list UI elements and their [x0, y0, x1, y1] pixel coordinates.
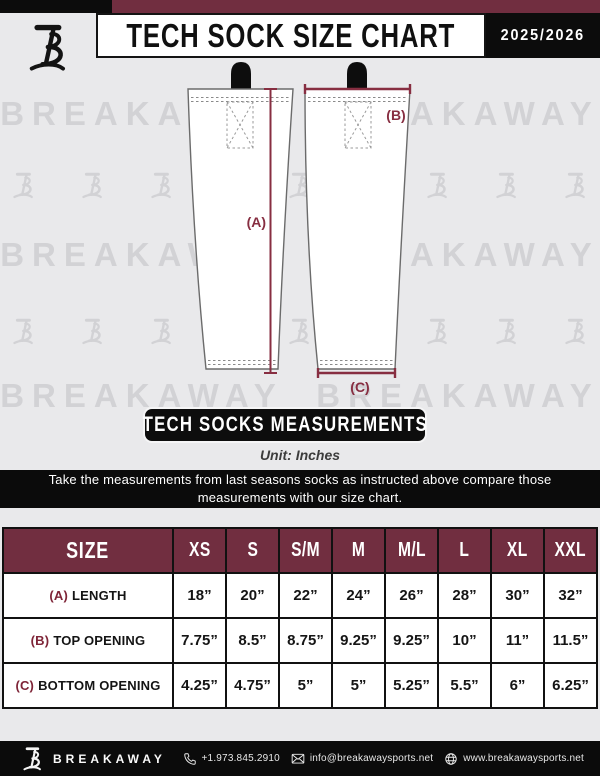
left-sock-top-stitching	[191, 96, 290, 103]
left-sock-cross-box	[226, 101, 254, 149]
right-sock-bottom-stitching	[320, 359, 393, 366]
measurement-label-a: (A)	[247, 214, 266, 230]
size-table-row-bottom-opening: (C) BOTTOM OPENING 4.25” 4.75” 5” 5” 5.25…	[2, 662, 598, 709]
right-sock-cross-box	[344, 101, 372, 149]
size-table-header-cell: S/M	[278, 527, 333, 574]
watermark-text-row: BREAKAWAY BREAKAWAY	[0, 95, 600, 132]
page-title: TECH SOCK SIZE CHART	[126, 16, 456, 54]
season-badge: 2025/2026	[486, 13, 600, 58]
table-cell: 22”	[278, 572, 333, 619]
unit-note: Unit: Inches	[259, 447, 341, 463]
left-sock-hanger-tab	[231, 62, 251, 92]
table-cell: 11”	[490, 617, 545, 664]
table-cell: 20”	[225, 572, 280, 619]
size-table-header-cell: M/L	[384, 527, 439, 574]
table-cell: 28”	[437, 572, 492, 619]
right-sock-outline	[304, 88, 411, 370]
footer-phone: +1.973.845.2910	[183, 752, 280, 766]
page-title-box: TECH SOCK SIZE CHART	[96, 13, 486, 58]
measurement-label-b: (B)	[386, 107, 405, 123]
table-cell: 6.25”	[543, 662, 598, 709]
table-cell: 11.5”	[543, 617, 598, 664]
table-cell: 5”	[278, 662, 333, 709]
size-table-row-length: (A) LENGTH 18” 20” 22” 24” 26” 28” 30” 32…	[2, 572, 598, 619]
right-sock-top-stitching	[308, 96, 407, 103]
top-accent-bar-black-segment	[0, 0, 112, 13]
breakaway-monogram-icon	[23, 747, 42, 771]
email-icon	[291, 753, 305, 764]
instruction-text: Take the measurements from last seasons …	[48, 472, 552, 505]
size-table-header-cell: XS	[172, 527, 227, 574]
measurement-line-b	[303, 84, 412, 94]
table-cell: 5”	[331, 662, 386, 709]
row-label-bottom-opening: (C) BOTTOM OPENING	[2, 662, 174, 709]
left-sock-outline	[187, 88, 294, 370]
footer-brand: BREAKAWAY	[22, 745, 166, 772]
sock-measurement-diagram: (A) (B) (C)	[187, 62, 412, 395]
instruction-bar: Take the measurements from last seasons …	[0, 470, 600, 508]
table-cell: 8.5”	[225, 617, 280, 664]
season-label: 2025/2026	[500, 26, 586, 44]
table-cell: 5.25”	[384, 662, 439, 709]
globe-icon	[445, 752, 457, 765]
size-table-header-cell: SIZE	[2, 527, 174, 574]
table-cell: 30”	[490, 572, 545, 619]
footer-bar: BREAKAWAY +1.973.845.2910 info@breakaway…	[0, 741, 600, 776]
left-sock-bottom-stitching	[208, 359, 276, 366]
size-table-header-cell: S	[225, 527, 280, 574]
measurement-line-a	[264, 88, 277, 374]
measurements-banner-title: TECH SOCKS MEASUREMENTS	[142, 413, 428, 436]
size-table-header-cell: XXL	[543, 527, 598, 574]
table-cell: 32”	[543, 572, 598, 619]
watermark-text-row: BREAKAWAY BREAKAWAY	[0, 236, 600, 273]
size-table-row-top-opening: (B) TOP OPENING 7.75” 8.5” 8.75” 9.25” 9.…	[2, 617, 598, 664]
table-cell: 5.5”	[437, 662, 492, 709]
table-cell: 6”	[490, 662, 545, 709]
watermark-text-row: BREAKAWAY BREAKAWAY	[0, 377, 600, 414]
phone-icon	[183, 752, 196, 765]
size-table: SIZE XS S S/M M M/L L XL XXL (A) LENGTH 1…	[2, 527, 598, 709]
top-accent-bar	[0, 0, 600, 13]
size-table-header-row: SIZE XS S S/M M M/L L XL XXL	[2, 527, 598, 574]
row-label-length: (A) LENGTH	[2, 572, 174, 619]
measurement-label-c: (C)	[350, 379, 369, 395]
row-label-top-opening: (B) TOP OPENING	[2, 617, 174, 664]
size-table-header-cell: L	[437, 527, 492, 574]
size-table-header-cell: XL	[490, 527, 545, 574]
footer-contacts: +1.973.845.2910 info@breakawaysports.net…	[183, 752, 584, 766]
table-cell: 4.25”	[172, 662, 227, 709]
table-cell: 18”	[172, 572, 227, 619]
footer-website: www.breakawaysports.net	[444, 752, 584, 766]
table-cell: 4.75”	[225, 662, 280, 709]
footer-email: info@breakawaysports.net	[291, 752, 433, 766]
table-cell: 9.25”	[384, 617, 439, 664]
right-sock-hanger-tab	[347, 62, 367, 92]
table-cell: 9.25”	[331, 617, 386, 664]
measurement-line-c	[316, 368, 397, 378]
table-cell: 24”	[331, 572, 386, 619]
table-cell: 7.75”	[172, 617, 227, 664]
table-cell: 8.75”	[278, 617, 333, 664]
size-table-header-cell: M	[331, 527, 386, 574]
table-cell: 26”	[384, 572, 439, 619]
table-cell: 10”	[437, 617, 492, 664]
measurements-banner: TECH SOCKS MEASUREMENTS	[142, 407, 428, 443]
footer-brand-name: BREAKAWAY	[53, 751, 166, 766]
